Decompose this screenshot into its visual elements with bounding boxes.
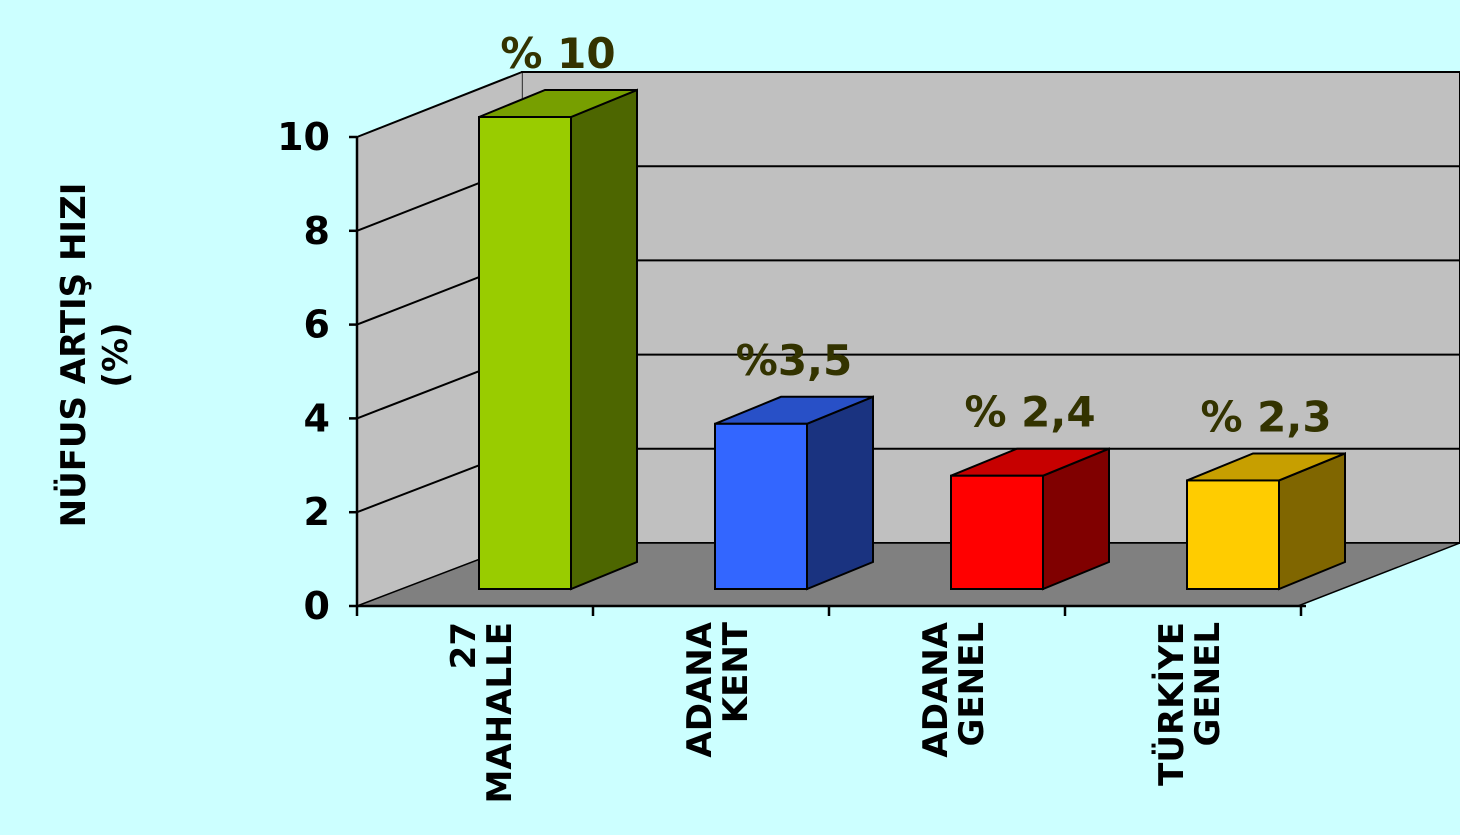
x-tick-label-line: 27 xyxy=(444,622,484,669)
x-tick-label-line: GENEL xyxy=(952,622,992,746)
x-tick-label-line: ADANA xyxy=(680,621,720,757)
data-label: % 10 xyxy=(500,29,615,78)
x-tick-label-line: GENEL xyxy=(1188,622,1228,746)
bar xyxy=(478,88,638,591)
x-tick-label: TÜRKİYEGENEL xyxy=(1151,622,1228,786)
x-tick-label: ADANAKENT xyxy=(680,621,756,757)
y-tick-label: 8 xyxy=(304,209,330,253)
bar-side xyxy=(570,88,638,591)
y-tick-label: 2 xyxy=(304,490,330,534)
x-tick-label-line: ADANA xyxy=(916,621,956,757)
data-label: % 2,3 xyxy=(1200,392,1331,441)
bar-side xyxy=(806,395,874,591)
bar xyxy=(714,395,874,591)
y-axis-label: NÜFUS ARTIŞ HIZI(%) xyxy=(53,183,136,528)
x-tick-label-line: KENT xyxy=(716,621,756,723)
bar-front xyxy=(950,474,1044,590)
x-tick-label-line: MAHALLE xyxy=(480,622,520,803)
data-label: % 2,4 xyxy=(964,388,1095,437)
y-tick-label: 6 xyxy=(304,303,330,347)
bar-front xyxy=(714,422,808,590)
x-tick-label: 27MAHALLE xyxy=(444,622,520,803)
y-axis-label-line: NÜFUS ARTIŞ HIZI xyxy=(53,183,94,528)
x-tick-label-line: TÜRKİYE xyxy=(1151,622,1192,786)
y-tick-label: 0 xyxy=(304,584,330,628)
data-label: %3,5 xyxy=(736,336,852,385)
gridline-side xyxy=(356,71,523,138)
y-tick-label: 4 xyxy=(304,396,330,440)
y-tick-label: 10 xyxy=(277,115,330,159)
bar xyxy=(950,447,1110,591)
bar-front xyxy=(1186,479,1280,590)
x-tick-label: ADANAGENEL xyxy=(916,621,992,757)
bar xyxy=(1186,451,1346,591)
bar-front xyxy=(478,116,572,590)
y-axis-label-line: (%) xyxy=(96,322,136,387)
